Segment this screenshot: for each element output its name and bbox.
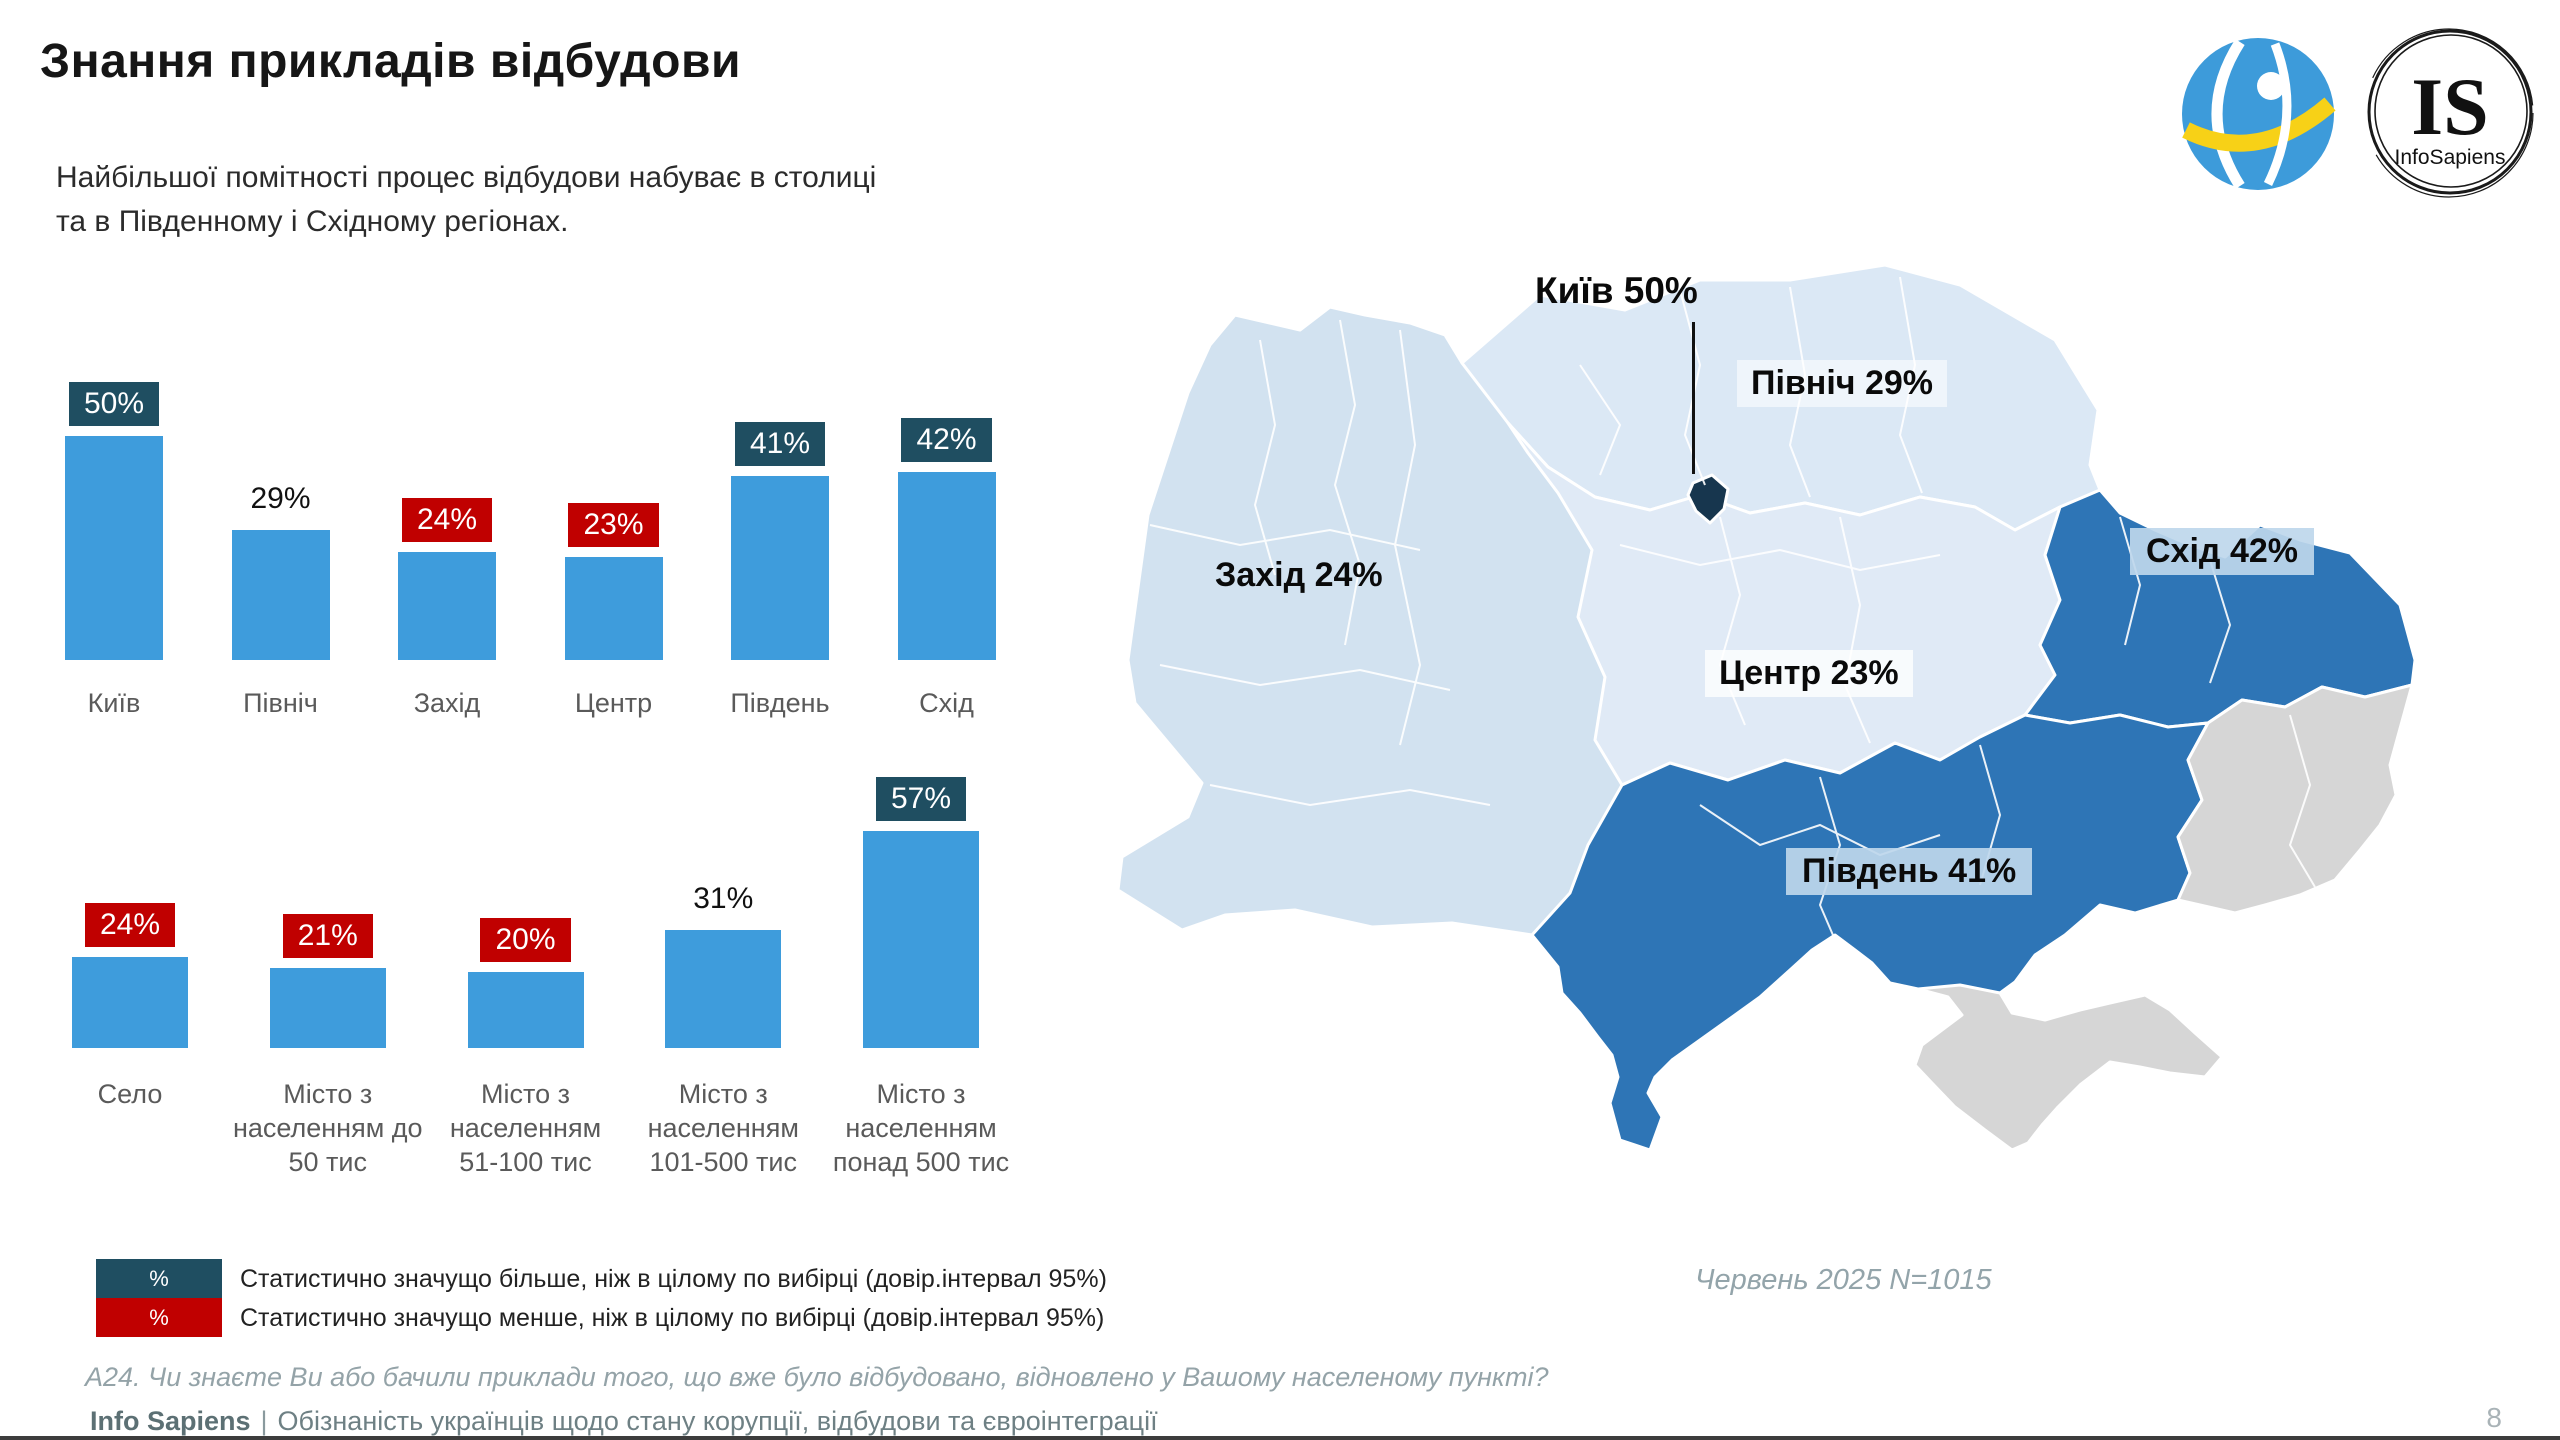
value-label-Київ: 50% [39,382,189,426]
category-label-Північ: Північ [243,688,318,718]
bar-Місто з населенням до 50 тис [269,968,386,1048]
oblast-borders [1149,276,2316,964]
slide-bottom-rule [0,1436,2560,1440]
bar-chart-regions: 50% Київ 29% Північ 24% Захід 23% Центр 41% Півде… [50,370,1020,750]
category-label-Село: Село [97,1079,163,1109]
value-label-Південь: 41% [705,422,855,466]
footer-divider: | [260,1406,268,1436]
category-label-Місто з населенням понад 500 тис: Місто з населенням понад 500 тис [832,1079,1010,1177]
value-label-Захід: 24% [372,498,522,542]
bar-Центр [564,557,663,660]
legend-label-significantly-more: Статистично значущо більше, ніж в цілому… [240,1265,1107,1293]
legend-swatch-significantly-less: % [96,1298,222,1337]
category-label-Центр: Центр [574,688,653,718]
page-title: Знання прикладів відбудови [40,35,741,88]
category-label-Захід: Захід [413,688,481,718]
category-label-Місто з населенням до 50 тис: Місто з населенням до 50 тис [232,1079,423,1177]
is-logo-abbr: IS [2411,61,2489,152]
legend-swatch-significantly-more: % [96,1259,222,1298]
bar-chart-settlement-types: 24% Село 21% Місто з населенням до 50 тис 20… [50,755,1020,1225]
map-region-south [1530,713,2210,1152]
category-label-Південь: Південь [730,688,830,718]
footer-brand: Info Sapiens [90,1406,251,1436]
bar-Місто з населенням понад 500 тис [863,831,979,1048]
footer: Info Sapiens | Обізнаність українців щодо … [90,1406,1158,1437]
value-label-Місто з населенням до 50 тис: 21% [253,914,403,958]
is-logo-name: InfoSapiens [2395,146,2506,169]
category-label-Місто з населенням 101-500 тис: Місто з населенням 101-500 тис [647,1079,799,1177]
bar-Північ [231,530,330,660]
category-label-Місто з населенням 51-100 тис: Місто з населенням 51-100 тис [449,1079,602,1177]
map-region-east [2023,488,2417,729]
is-logo-ring-sketch [2364,28,2534,198]
bar-Село [72,957,188,1048]
ukraine-map [1116,263,2417,1152]
value-label-Місто з населенням 101-500 тис: 31% [693,882,754,915]
globe-meridian-left [2211,39,2245,189]
map-region-crimea [1913,983,2224,1152]
value-label-Схід: 42% [872,418,1022,462]
map-region-occupied-southeast [2176,683,2414,915]
bar-Місто з населенням 101-500 тис [665,930,782,1048]
value-label-Місто з населенням понад 500 тис: 57% [846,777,996,821]
value-label-Місто з населенням 51-100 тис: 20% [451,918,601,962]
map-region-kyiv-city [1686,473,1730,525]
survey-question: A24. Чи знаєте Ви або бачили приклади то… [85,1362,1549,1392]
is-logo-ring-outer [2367,29,2533,195]
value-label-Центр: 23% [539,503,689,547]
slide-subtitle: Найбільшої помітності процес відбудови н… [56,161,877,238]
bar-Місто з населенням 51-100 тис [467,972,584,1048]
bar-Київ [65,436,163,660]
transparency-globe-logo [2182,38,2336,190]
infosapiens-logo: IS InfoSapiens [2364,28,2534,198]
page-number: 8 [2486,1402,2502,1433]
is-logo-ring-inner [2374,34,2528,188]
footer-study-title: Обізнаність українців щодо стану корупці… [277,1406,1158,1436]
globe-yellow-band [2182,97,2336,152]
legend-label-significantly-less: Статистично значущо менше, ніж в цілому … [240,1304,1105,1332]
value-label-Північ: 29% [250,482,311,515]
bar-Захід [398,552,496,660]
category-label-Схід: Схід [919,688,974,718]
bar-Південь [731,476,829,660]
globe-figure-head [2257,72,2285,100]
value-label-Село: 24% [55,903,205,947]
sample-note: Червень 2025 N=1015 [1695,1264,1992,1296]
kyiv-callout-line [1692,322,1695,474]
bar-Схід [897,472,996,660]
category-label-Київ: Київ [87,688,141,718]
globe-meridian-right [2263,42,2292,186]
